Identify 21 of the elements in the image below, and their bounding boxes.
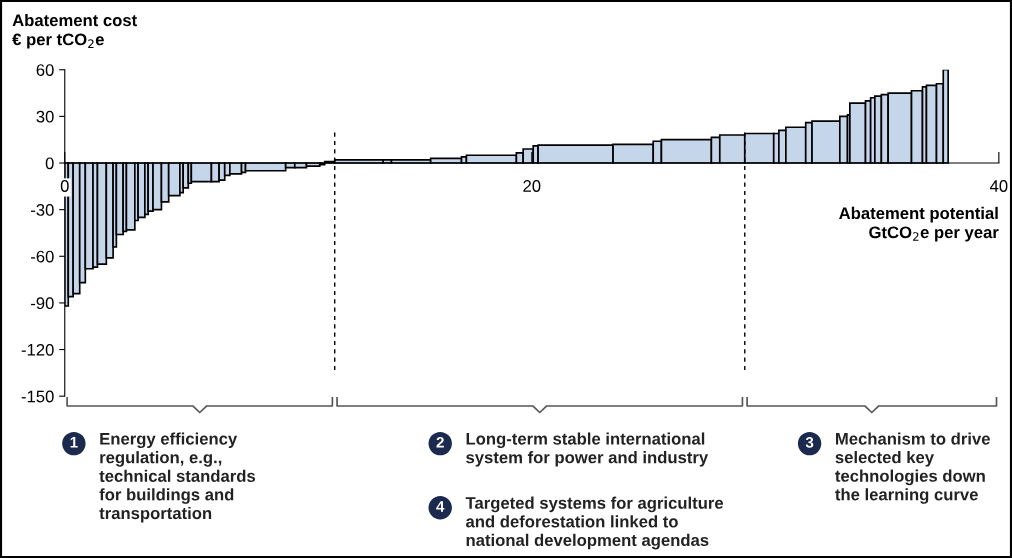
text: Mechanism to drive selected key technologies down the learning curve (835, 432, 990, 504)
text: Long-term stable international system for power and industry (466, 432, 709, 467)
text: 3 (805, 436, 814, 448)
text: 2 (436, 436, 444, 448)
x-tick-label: 0 (60, 180, 69, 192)
x-tick-label: 40 (989, 180, 1008, 192)
y-tick-label: -90 (31, 297, 54, 310)
y-tick-label: 30 (36, 110, 54, 123)
text: Targeted systems for agriculture and deforestation linked to national development agendas (465, 496, 724, 550)
y-tick-label: -60 (31, 250, 54, 263)
y-tick-label: 60 (36, 64, 54, 76)
x-axis-title: Abatement potential GtCO$_{2}$e per year (839, 206, 999, 242)
text: 4 (436, 501, 445, 512)
text: 1 (70, 437, 78, 448)
y-tick-label: -30 (31, 204, 54, 216)
x-tick-label: 20 (523, 180, 541, 192)
y-tick-label: -120 (21, 343, 54, 356)
y-tick-label: 0 (45, 157, 54, 170)
text: Energy efficiency regulation, e.g., technical standards for buildings and transportation (99, 432, 256, 523)
y-axis-title: Abatement cost € per tCO$_{2}$e (12, 13, 137, 49)
y-tick-label: -150 (21, 390, 54, 403)
